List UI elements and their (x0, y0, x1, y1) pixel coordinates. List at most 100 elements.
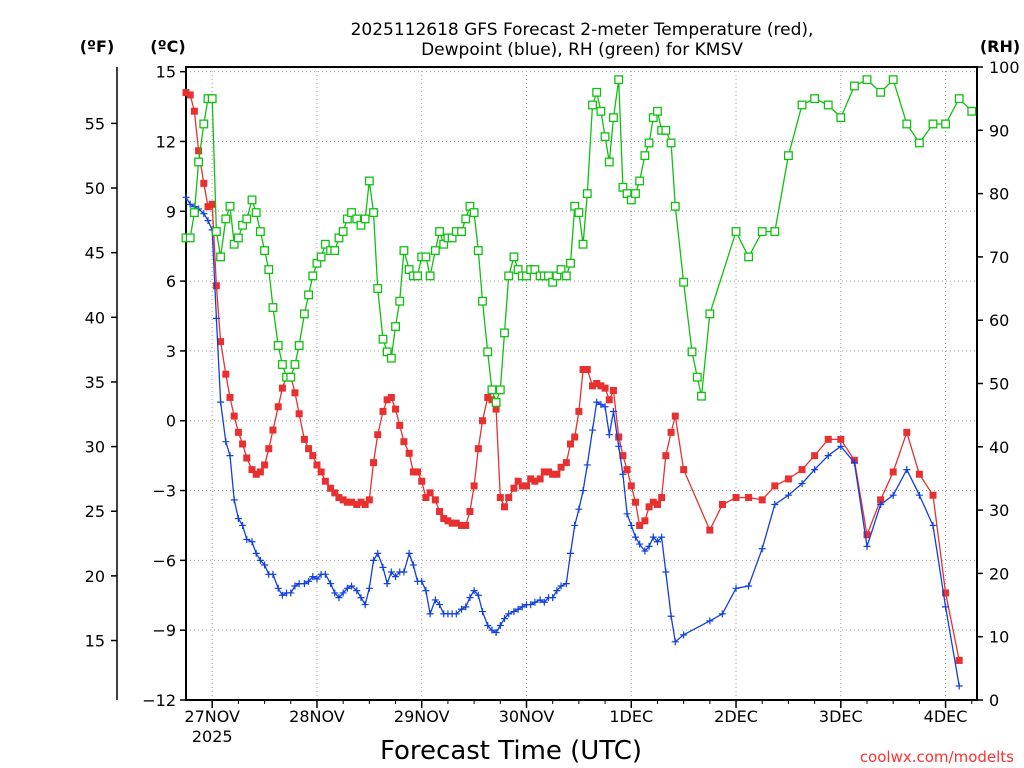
temperature-point (365, 496, 373, 504)
temperature-point (409, 468, 417, 476)
c-tick-label: −6 (152, 551, 176, 570)
rh-point (478, 296, 487, 306)
rh-point (347, 208, 356, 218)
dewpoint-point (418, 577, 426, 585)
rh-point (604, 157, 614, 167)
dewpoint-point (623, 510, 631, 518)
rh-point (430, 246, 440, 256)
temperature-point (305, 445, 313, 453)
dewpoint-point (877, 501, 885, 509)
rh-point (308, 271, 318, 281)
rh-point (487, 385, 497, 395)
dewpoint-point (335, 594, 343, 602)
dewpoint-point (357, 594, 365, 602)
dewpoint-point (488, 626, 496, 634)
temperature-point (631, 498, 639, 506)
dewpoint-point (274, 584, 282, 592)
rh-point (199, 119, 209, 129)
temperature-point (400, 438, 408, 446)
rh-point (640, 151, 650, 161)
temperature-point (522, 482, 530, 490)
dewpoint-point (287, 589, 295, 597)
x-tick-label: 27NOV (184, 707, 240, 726)
dewpoint-point (321, 570, 329, 578)
dewpoint-point (771, 501, 779, 509)
rh-point (574, 208, 584, 218)
temperature-point (300, 435, 308, 443)
rh-point (783, 151, 793, 161)
temperature-point (942, 589, 950, 597)
rh-point (469, 208, 479, 218)
temperature-point (605, 396, 613, 404)
fahrenheit-axis-unit: (ºF) (80, 37, 115, 56)
temperature-point (540, 468, 548, 476)
rh-point (588, 100, 597, 110)
dewpoint-point (514, 605, 522, 613)
rh-point (582, 189, 592, 199)
temperature-point (566, 440, 574, 448)
dewpoint-point (234, 514, 242, 522)
dewpoint-point (405, 549, 413, 557)
temperature-point (571, 433, 579, 441)
rh-tick-label: 20 (989, 564, 1009, 583)
f-tick-label: 30 (85, 438, 105, 457)
dewpoint-point (649, 533, 657, 541)
temperature-point (396, 421, 404, 429)
temperature-point (609, 386, 617, 394)
temperature-point (309, 452, 317, 460)
f-tick-label: 45 (85, 244, 105, 263)
rh-point (556, 265, 566, 275)
dewpoint-point (243, 535, 251, 543)
temperature-point (500, 503, 508, 511)
rh-point (286, 372, 296, 382)
dewpoint-point (392, 573, 400, 581)
temperature-point (527, 475, 535, 483)
temperature-point (374, 431, 382, 439)
rh-point (294, 341, 304, 350)
dewpoint-point (186, 200, 194, 208)
dewpoint-point (863, 542, 871, 550)
dewpoint-point (466, 594, 474, 602)
plot-frame (185, 66, 978, 701)
dewpoint-point (619, 470, 627, 478)
temperature-point (492, 405, 500, 413)
dewpoint-point (732, 584, 740, 592)
dewpoint-point (824, 452, 832, 460)
f-tick-label: 40 (85, 308, 105, 327)
c-tick-label: −12 (142, 691, 176, 710)
temperature-point (274, 403, 282, 411)
f-tick-label: 20 (85, 567, 105, 586)
c-tick-label: −3 (152, 482, 176, 501)
temperature-point (597, 382, 605, 390)
rh-point (954, 94, 964, 104)
temperature-point (653, 501, 661, 509)
temperature-point (348, 498, 356, 506)
dewpoint-point (531, 598, 539, 606)
temperature-point (745, 494, 753, 502)
rh-point (876, 87, 886, 97)
rh-point (614, 75, 624, 85)
dewpoint-point (549, 594, 557, 602)
rh-point (661, 125, 671, 135)
temperature-point (706, 526, 714, 534)
rh-point (941, 119, 951, 129)
rh-tick-label: 90 (989, 121, 1009, 140)
dewpoint-point (562, 580, 570, 588)
dewpoint-point (222, 438, 230, 446)
rh-point (330, 246, 340, 256)
rh-point (491, 398, 501, 407)
temperature-point (496, 494, 504, 502)
temperature-point (414, 468, 422, 476)
dewpoint-point (252, 549, 260, 557)
dewpoint-point (589, 426, 597, 434)
temperature-point (636, 521, 644, 529)
dewpoint-point (217, 398, 225, 406)
rh-point (687, 347, 697, 357)
rh-point (247, 195, 257, 205)
rh-point (530, 265, 540, 275)
temperature-point (452, 519, 460, 527)
rh-point (457, 227, 466, 237)
temperature-point (195, 147, 203, 155)
temperature-point (222, 370, 230, 378)
